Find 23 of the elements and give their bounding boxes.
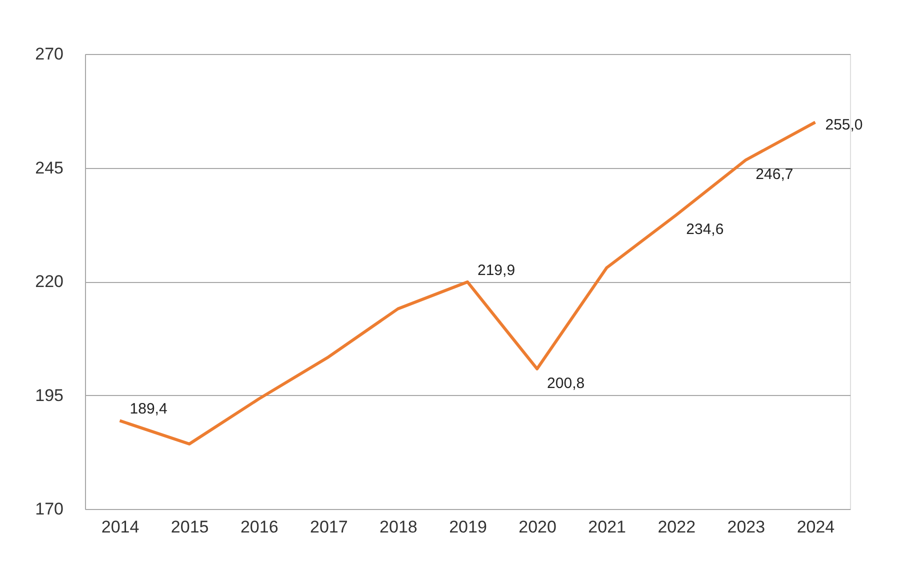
x-tick-label: 2022 (658, 518, 696, 536)
y-tick-label: 245 (35, 158, 64, 178)
data-label: 189,4 (130, 400, 168, 418)
x-tick-label: 2016 (240, 518, 278, 536)
data-label: 200,8 (547, 374, 585, 392)
data-label: 219,9 (478, 262, 516, 279)
x-tick-label: 2024 (796, 518, 835, 536)
x-tick-label: 2020 (518, 518, 556, 536)
data-label: 234,6 (686, 221, 724, 238)
x-tick-label: 2021 (588, 518, 626, 536)
y-tick-label: 170 (35, 500, 64, 518)
line-series (118, 120, 817, 446)
x-tick-label: 2017 (310, 518, 348, 536)
x-tick-label: 2014 (101, 518, 140, 536)
x-tick-label: 2019 (449, 518, 487, 536)
data-label: 246,7 (756, 166, 794, 184)
x-tick-label: 2018 (380, 518, 418, 536)
x-tick-label: 2015 (170, 518, 209, 536)
y-tick-label: 195 (35, 386, 64, 405)
data-label: 255,0 (825, 116, 863, 134)
x-tick-label: 2023 (727, 518, 766, 536)
y-tick-label: 220 (35, 272, 64, 291)
y-tick-label: 270 (35, 44, 64, 64)
